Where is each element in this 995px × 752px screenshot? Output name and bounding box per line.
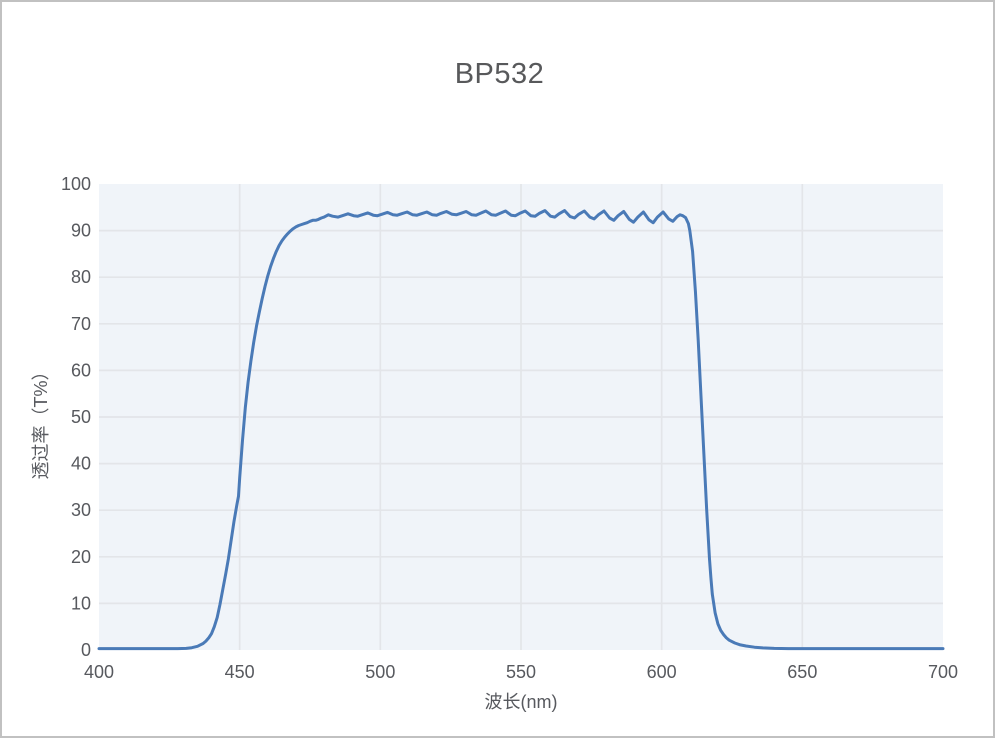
x-axis-title: 波长(nm) [484, 692, 558, 712]
y-tick-label: 100 [61, 174, 91, 194]
y-tick-label: 40 [71, 454, 91, 474]
x-tick-label: 400 [84, 662, 114, 682]
y-tick-label: 30 [71, 500, 91, 520]
x-tick-label: 550 [506, 662, 536, 682]
x-tick-label: 700 [928, 662, 958, 682]
chart-title: BP532 [454, 58, 545, 90]
x-tick-label: 450 [225, 662, 255, 682]
y-tick-label: 80 [71, 267, 91, 287]
y-axis-title: 透过率（T%） [31, 362, 51, 480]
y-tick-label: 70 [71, 314, 91, 334]
gridlines [99, 184, 943, 650]
y-tick-label: 50 [71, 407, 91, 427]
x-tick-label: 600 [647, 662, 677, 682]
transmission-curve [97, 209, 945, 651]
y-tick-label: 90 [71, 221, 91, 241]
y-axis-tick-labels: 0 10 20 30 40 50 60 70 80 90 100 [61, 174, 91, 660]
transmission-spectrum-chart: 0 10 20 30 40 50 60 70 80 90 100 400 450 500 550 600 65… [61, 174, 958, 682]
x-axis-tick-labels: 400 450 500 550 600 650 700 [84, 662, 958, 682]
x-tick-label: 650 [787, 662, 817, 682]
y-tick-label: 60 [71, 360, 91, 380]
y-tick-label: 0 [81, 640, 91, 660]
y-tick-label: 10 [71, 593, 91, 613]
x-tick-label: 500 [365, 662, 395, 682]
y-tick-label: 20 [71, 547, 91, 567]
